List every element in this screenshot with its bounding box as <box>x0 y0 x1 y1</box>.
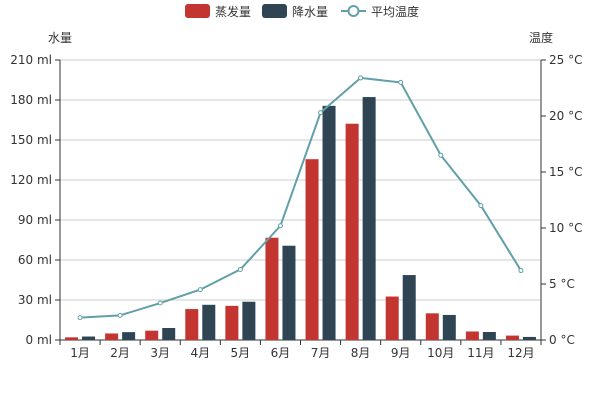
y-left-axis-title: 水量 <box>48 31 72 45</box>
bar-precipitation <box>402 275 416 340</box>
y-right-tick-label: 25 °C <box>549 53 582 67</box>
legend-swatch-precipitation <box>262 4 287 18</box>
bar-evaporation <box>465 331 479 340</box>
x-tick-label: 10月 <box>427 346 454 360</box>
y-left-tick-label: 150 ml <box>10 133 52 147</box>
y-left-tick-label: 180 ml <box>10 93 52 107</box>
temperature-point <box>77 315 83 321</box>
bar-precipitation <box>242 301 256 340</box>
x-tick-label: 3月 <box>150 346 170 360</box>
legend-swatch-evaporation <box>185 4 210 18</box>
temperature-point <box>398 79 404 85</box>
axes: 0 ml 30 ml 60 ml 90 ml 120 ml 150 ml 180 ml 210… <box>10 53 582 360</box>
temperature-point <box>277 223 283 229</box>
bar-precipitation <box>362 97 376 340</box>
x-tick-label: 5月 <box>231 346 251 360</box>
bar-precipitation <box>202 304 216 340</box>
bar-precipitation <box>122 332 136 340</box>
x-tick-label: 1月 <box>70 346 90 360</box>
temperature-point <box>478 203 484 209</box>
temperature-point <box>197 287 203 293</box>
bar-precipitation <box>82 336 96 340</box>
bar-precipitation <box>482 332 496 340</box>
grid-lines <box>60 59 541 341</box>
bar-evaporation <box>105 333 119 340</box>
y-right-tick-label: 20 °C <box>549 109 582 123</box>
temperature-line-path <box>79 76 522 319</box>
y-left-tick-label: 0 ml <box>26 333 52 347</box>
y-left-tick-label: 120 ml <box>10 173 52 187</box>
temperature-point <box>438 152 444 158</box>
bar-precipitation <box>282 245 296 340</box>
bar-evaporation <box>505 335 519 340</box>
bar-evaporation <box>345 123 359 340</box>
bar-evaporation <box>225 305 239 340</box>
temperature-point <box>358 75 364 81</box>
x-tick-label: 11月 <box>467 346 494 360</box>
y-left-tick-label: 90 ml <box>18 213 52 227</box>
bar-evaporation <box>65 337 79 340</box>
bars <box>65 97 536 340</box>
bar-precipitation <box>442 314 456 340</box>
y-right-tick-label: 10 °C <box>549 221 582 235</box>
bar-precipitation <box>322 105 336 340</box>
temperature-point <box>157 300 163 306</box>
y-left-tick-label: 30 ml <box>18 293 52 307</box>
y-right-axis-title: 温度 <box>529 30 553 45</box>
x-tick-label: 2月 <box>110 346 130 360</box>
bar-evaporation <box>305 159 319 340</box>
temperature-point <box>237 266 243 272</box>
y-left-tick-label: 60 ml <box>18 253 52 267</box>
legend-swatch-temperature-marker <box>347 5 360 17</box>
bar-evaporation <box>185 309 199 340</box>
x-tick-label: 4月 <box>190 346 210 360</box>
legend[interactable]: 蒸发量 降水量 平均温度 <box>185 4 419 19</box>
legend-label[interactable]: 降水量 <box>292 5 328 19</box>
x-tick-label: 8月 <box>351 346 371 360</box>
temperature-line <box>77 75 524 321</box>
bar-evaporation <box>425 313 439 340</box>
legend-label[interactable]: 平均温度 <box>371 4 419 19</box>
x-tick-label: 6月 <box>271 346 291 360</box>
temperature-point <box>318 110 324 116</box>
y-right-tick-label: 5 °C <box>549 277 575 291</box>
y-right-tick-label: 0 °C <box>549 333 575 347</box>
x-tick-label: 12月 <box>507 346 534 360</box>
bar-precipitation <box>522 336 536 340</box>
bar-evaporation <box>265 237 279 340</box>
bar-evaporation <box>385 296 399 340</box>
temperature-point <box>518 268 524 274</box>
bar-evaporation <box>145 330 159 340</box>
bar-precipitation <box>162 328 176 340</box>
y-right-tick-label: 15 °C <box>549 165 582 179</box>
y-left-tick-label: 210 ml <box>10 53 52 67</box>
legend-label[interactable]: 蒸发量 <box>215 4 251 19</box>
temperature-point <box>117 312 123 318</box>
x-tick-label: 9月 <box>391 346 411 360</box>
x-tick-label: 7月 <box>311 346 331 360</box>
